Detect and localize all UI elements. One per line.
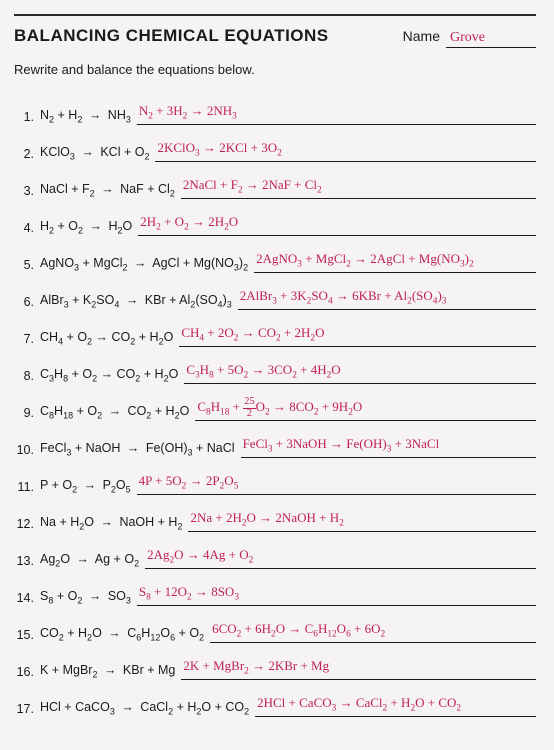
- answer-handwriting: 2Na + 2H2O → 2NaOH + H2: [190, 510, 343, 525]
- problem-row: 7.CH4 + O2 → CO2 + H2OCH4 + 2O2 → CO2 + …: [14, 313, 536, 347]
- problem-equation: H2 + O2 → H2O: [40, 219, 138, 236]
- problem-row: 13.Ag2O → Ag + O22Ag2O → 4Ag + O2: [14, 535, 536, 569]
- problem-equation: NaCl + F2 → NaF + Cl2: [40, 182, 181, 199]
- answer-handwriting: 2H2 + O2 → 2H2O: [140, 214, 238, 229]
- answer-blank: 2Na + 2H2O → 2NaOH + H2: [188, 510, 536, 532]
- answer-handwriting: CH4 + 2O2 → CO2 + 2H2O: [181, 325, 324, 340]
- problem-row: 9.C8H18 + O2 → CO2 + H2OC8H18 + 252O2 → …: [14, 387, 536, 421]
- answer-blank: C8H18 + 252O2 → 8CO2 + 9H2O: [195, 397, 536, 421]
- problem-equation: K + MgBr2 → KBr + Mg: [40, 663, 181, 680]
- answer-handwriting: S8 + 12O2 → 8SO3: [139, 584, 239, 599]
- answer-blank: 6CO2 + 6H2O → C6H12O6 + 6O2: [210, 621, 536, 643]
- answer-handwriting: 4P + 5O2 → 2P2O5: [139, 473, 239, 488]
- problem-equation: S8 + O2 → SO3: [40, 589, 137, 606]
- answer-handwriting: C3H8 + 5O2 → 3CO2 + 4H2O: [186, 362, 340, 377]
- header: BALANCING CHEMICAL EQUATIONS Name Grove: [14, 26, 536, 48]
- problem-equation: Ag2O → Ag + O2: [40, 552, 145, 569]
- problem-number: 16.: [14, 665, 40, 680]
- problem-equation: CH4 + O2 → CO2 + H2O: [40, 330, 179, 347]
- problem-row: 15.CO2 + H2O → C6H12O6 + O26CO2 + 6H2O →…: [14, 609, 536, 643]
- instructions: Rewrite and balance the equations below.: [14, 62, 536, 77]
- problem-equation: KClO3 → KCl + O2: [40, 145, 155, 162]
- problem-row: 12.Na + H2O → NaOH + H22Na + 2H2O → 2NaO…: [14, 498, 536, 532]
- problem-number: 3.: [14, 184, 40, 199]
- problem-row: 4.H2 + O2 → H2O2H2 + O2 → 2H2O: [14, 202, 536, 236]
- answer-handwriting: 2AgNO3 + MgCl2 → 2AgCl + Mg(NO3)2: [256, 251, 474, 266]
- problem-number: 6.: [14, 295, 40, 310]
- page-title: BALANCING CHEMICAL EQUATIONS: [14, 26, 329, 46]
- problem-row: 6.AlBr3 + K2SO4 → KBr + Al2(SO4)32AlBr3 …: [14, 276, 536, 310]
- problem-number: 11.: [14, 480, 40, 495]
- problem-number: 10.: [14, 443, 40, 458]
- problem-number: 7.: [14, 332, 40, 347]
- problem-equation: N2 + H2 → NH3: [40, 108, 137, 125]
- problem-equation: P + O2 → P2O5: [40, 478, 137, 495]
- answer-blank: CH4 + 2O2 → CO2 + 2H2O: [179, 325, 536, 347]
- problem-equation: CO2 + H2O → C6H12O6 + O2: [40, 626, 210, 643]
- answer-blank: 2KClO3 → 2KCl + 3O2: [155, 140, 536, 162]
- problem-equation: FeCl3 + NaOH → Fe(OH)3 + NaCl: [40, 441, 241, 458]
- answer-handwriting: C8H18 + 252O2 → 8CO2 + 9H2O: [197, 399, 362, 414]
- problem-equation: C3H8 + O2 → CO2 + H2O: [40, 367, 184, 384]
- answer-handwriting: 2KClO3 → 2KCl + 3O2: [157, 140, 281, 155]
- problem-row: 14.S8 + O2 → SO3S8 + 12O2 → 8SO3: [14, 572, 536, 606]
- problem-row: 11.P + O2 → P2O54P + 5O2 → 2P2O5: [14, 461, 536, 495]
- answer-blank: S8 + 12O2 → 8SO3: [137, 584, 536, 606]
- problem-row: 2.KClO3 → KCl + O22KClO3 → 2KCl + 3O2: [14, 128, 536, 162]
- answer-blank: 2Ag2O → 4Ag + O2: [145, 547, 536, 569]
- answer-blank: 2NaCl + F2 → 2NaF + Cl2: [181, 177, 536, 199]
- answer-handwriting: 6CO2 + 6H2O → C6H12O6 + 6O2: [212, 621, 385, 636]
- problem-equation: Na + H2O → NaOH + H2: [40, 515, 188, 532]
- answer-handwriting: 2K + MgBr2 → 2KBr + Mg: [183, 658, 329, 673]
- problem-equation: AlBr3 + K2SO4 → KBr + Al2(SO4)3: [40, 293, 238, 310]
- answer-blank: FeCl3 + 3NaOH → Fe(OH)3 + 3NaCl: [241, 436, 536, 458]
- problem-number: 14.: [14, 591, 40, 606]
- name-blank: Grove: [446, 28, 536, 48]
- answer-blank: 4P + 5O2 → 2P2O5: [137, 473, 536, 495]
- problem-equation: AgNO3 + MgCl2 → AgCl + Mg(NO3)2: [40, 256, 254, 273]
- problem-number: 4.: [14, 221, 40, 236]
- problem-row: 16.K + MgBr2 → KBr + Mg2K + MgBr2 → 2KBr…: [14, 646, 536, 680]
- problem-number: 17.: [14, 702, 40, 717]
- problem-number: 9.: [14, 406, 40, 421]
- answer-blank: 2K + MgBr2 → 2KBr + Mg: [181, 658, 536, 680]
- problem-row: 17.HCl + CaCO3 → CaCl2 + H2O + CO22HCl +…: [14, 683, 536, 717]
- answer-blank: C3H8 + 5O2 → 3CO2 + 4H2O: [184, 362, 536, 384]
- problem-row: 10.FeCl3 + NaOH → Fe(OH)3 + NaClFeCl3 + …: [14, 424, 536, 458]
- problem-number: 13.: [14, 554, 40, 569]
- name-value: Grove: [450, 30, 485, 45]
- problem-equation: HCl + CaCO3 → CaCl2 + H2O + CO2: [40, 700, 255, 717]
- answer-handwriting: N2 + 3H2 → 2NH3: [139, 103, 237, 118]
- answer-handwriting: 2HCl + CaCO3 → CaCl2 + H2O + CO2: [257, 695, 461, 710]
- problem-row: 3.NaCl + F2 → NaF + Cl22NaCl + F2 → 2NaF…: [14, 165, 536, 199]
- problem-row: 8.C3H8 + O2 → CO2 + H2OC3H8 + 5O2 → 3CO2…: [14, 350, 536, 384]
- answer-handwriting: FeCl3 + 3NaOH → Fe(OH)3 + 3NaCl: [243, 436, 440, 451]
- problems-list: 1.N2 + H2 → NH3N2 + 3H2 → 2NH32.KClO3 → …: [14, 91, 536, 717]
- problem-number: 1.: [14, 110, 40, 125]
- answer-handwriting: 2Ag2O → 4Ag + O2: [147, 547, 253, 562]
- answer-blank: 2AlBr3 + 3K2SO4 → 6KBr + Al2(SO4)3: [238, 288, 536, 310]
- problem-number: 8.: [14, 369, 40, 384]
- answer-blank: 2H2 + O2 → 2H2O: [138, 214, 536, 236]
- name-label: Name: [403, 28, 440, 44]
- problem-row: 5.AgNO3 + MgCl2 → AgCl + Mg(NO3)22AgNO3 …: [14, 239, 536, 273]
- answer-handwriting: 2NaCl + F2 → 2NaF + Cl2: [183, 177, 322, 192]
- answer-blank: 2HCl + CaCO3 → CaCl2 + H2O + CO2: [255, 695, 536, 717]
- problem-equation: C8H18 + O2 → CO2 + H2O: [40, 404, 195, 421]
- top-rule: [14, 14, 536, 16]
- answer-blank: 2AgNO3 + MgCl2 → 2AgCl + Mg(NO3)2: [254, 251, 536, 273]
- problem-number: 2.: [14, 147, 40, 162]
- problem-number: 15.: [14, 628, 40, 643]
- answer-blank: N2 + 3H2 → 2NH3: [137, 103, 536, 125]
- answer-handwriting: 2AlBr3 + 3K2SO4 → 6KBr + Al2(SO4)3: [240, 288, 447, 303]
- problem-number: 5.: [14, 258, 40, 273]
- problem-row: 1.N2 + H2 → NH3N2 + 3H2 → 2NH3: [14, 91, 536, 125]
- problem-number: 12.: [14, 517, 40, 532]
